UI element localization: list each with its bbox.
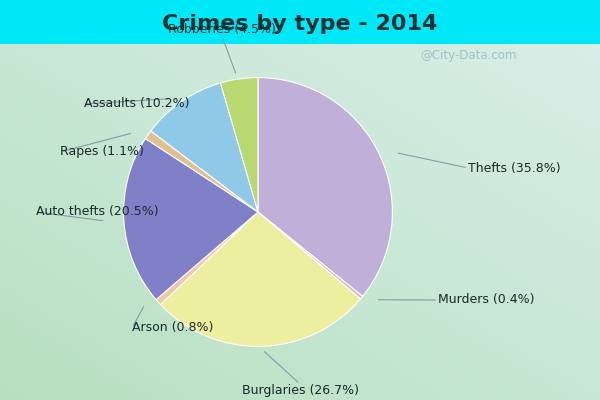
Wedge shape — [161, 212, 361, 346]
Text: Rapes (1.1%): Rapes (1.1%) — [60, 146, 144, 158]
Text: Robberies (4.5%): Robberies (4.5%) — [168, 23, 276, 36]
Text: Arson (0.8%): Arson (0.8%) — [132, 322, 214, 334]
Wedge shape — [156, 212, 258, 305]
Text: Crimes by type - 2014: Crimes by type - 2014 — [163, 14, 437, 34]
Wedge shape — [221, 78, 258, 212]
Wedge shape — [258, 78, 392, 296]
Text: Auto thefts (20.5%): Auto thefts (20.5%) — [36, 206, 158, 218]
Wedge shape — [124, 138, 258, 300]
Wedge shape — [145, 131, 258, 212]
Text: @City-Data.com: @City-Data.com — [420, 50, 516, 62]
Wedge shape — [258, 212, 362, 299]
Text: Murders (0.4%): Murders (0.4%) — [438, 294, 535, 306]
Text: Assaults (10.2%): Assaults (10.2%) — [84, 98, 190, 110]
Wedge shape — [151, 83, 258, 212]
Text: Thefts (35.8%): Thefts (35.8%) — [468, 162, 560, 174]
Text: Burglaries (26.7%): Burglaries (26.7%) — [241, 384, 359, 397]
